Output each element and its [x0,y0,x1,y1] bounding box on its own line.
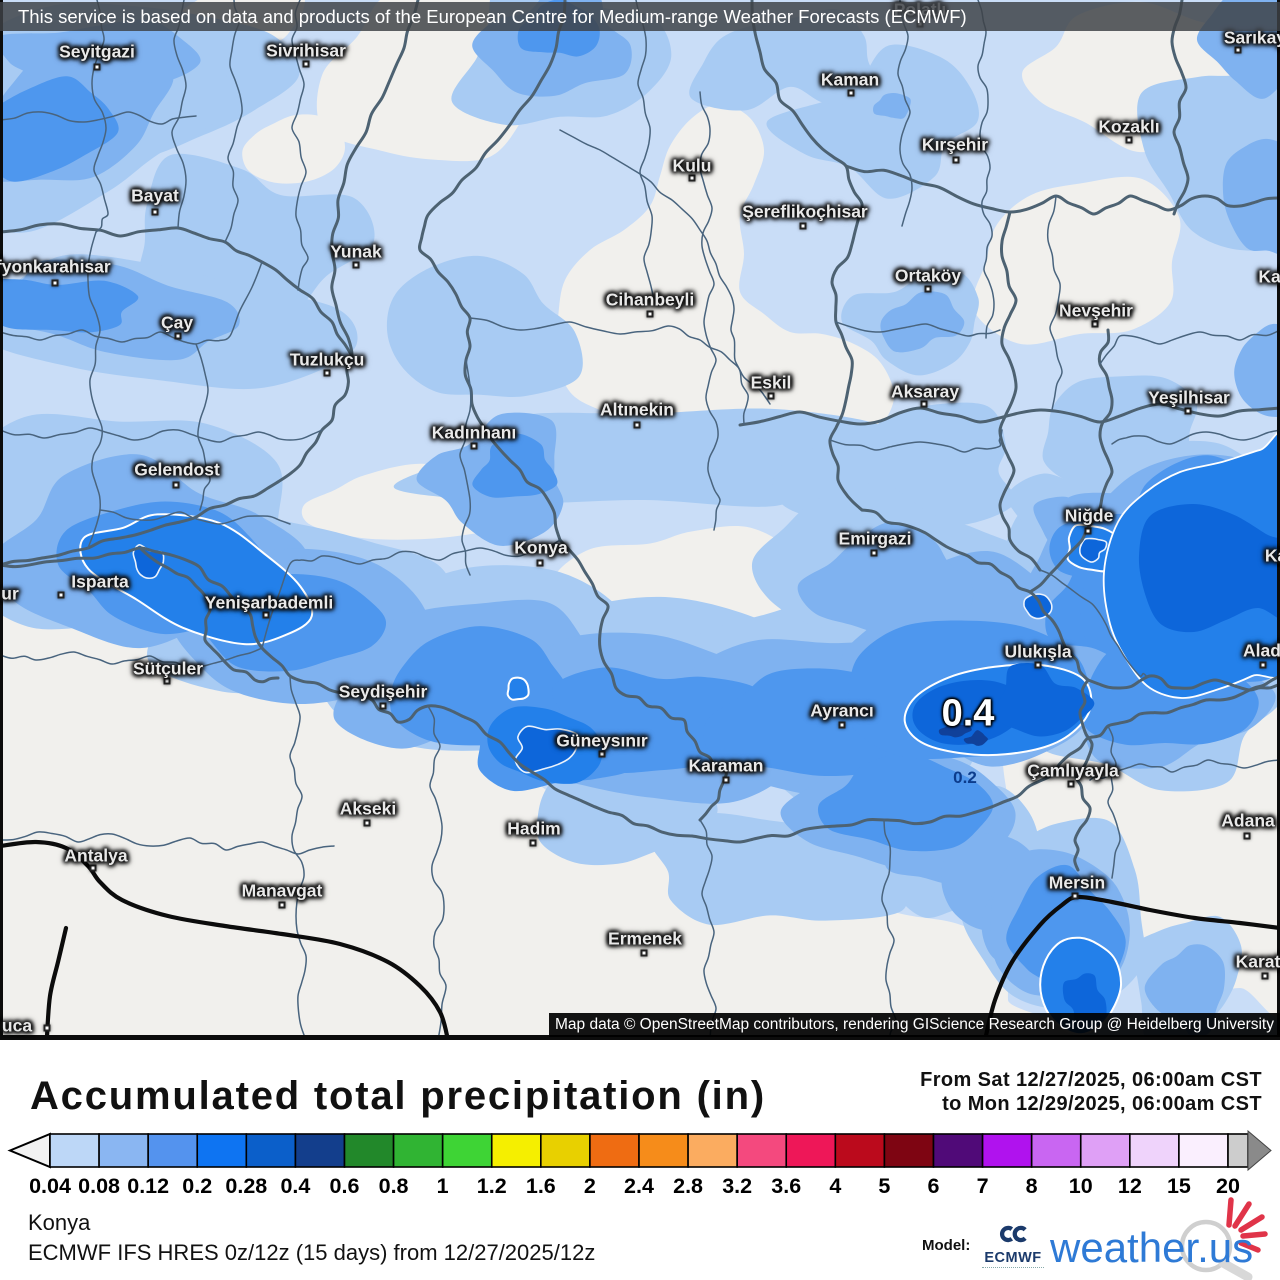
svg-text:3.6: 3.6 [771,1174,801,1198]
svg-text:8: 8 [1026,1174,1038,1198]
svg-text:4: 4 [829,1174,841,1198]
svg-text:0.6: 0.6 [330,1174,360,1198]
svg-text:12: 12 [1118,1174,1142,1198]
svg-text:0.04: 0.04 [29,1174,71,1198]
svg-text:0.12: 0.12 [127,1174,169,1198]
svg-text:0.2: 0.2 [182,1174,212,1198]
svg-text:15: 15 [1167,1174,1191,1198]
svg-text:1.2: 1.2 [477,1174,507,1198]
svg-text:3.2: 3.2 [722,1174,752,1198]
svg-text:2: 2 [584,1174,596,1198]
svg-text:10: 10 [1069,1174,1093,1198]
svg-text:6: 6 [928,1174,940,1198]
svg-text:0.4: 0.4 [280,1174,310,1198]
svg-text:0.08: 0.08 [78,1174,120,1198]
svg-text:7: 7 [977,1174,989,1198]
svg-text:1: 1 [437,1174,449,1198]
svg-text:20: 20 [1216,1174,1240,1198]
svg-text:0.28: 0.28 [225,1174,267,1198]
svg-text:0.8: 0.8 [379,1174,409,1198]
svg-text:1.6: 1.6 [526,1174,556,1198]
svg-text:2.8: 2.8 [673,1174,703,1198]
svg-text:5: 5 [878,1174,890,1198]
svg-text:2.4: 2.4 [624,1174,654,1198]
